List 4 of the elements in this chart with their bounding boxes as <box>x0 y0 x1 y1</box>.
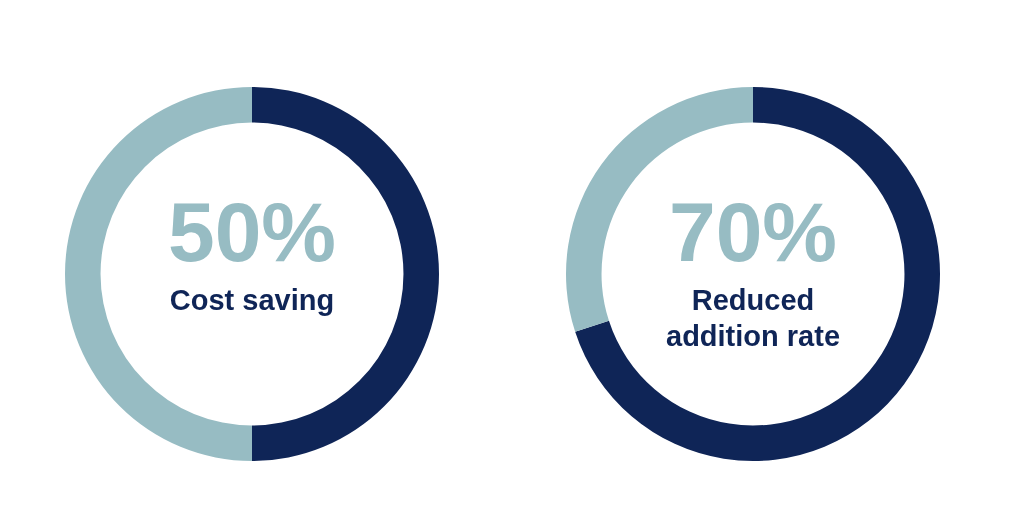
data-label: 70% <box>668 185 838 280</box>
text: Reduced addition rate <box>665 284 841 352</box>
text: Cost saving <box>169 284 335 316</box>
data-label: 50% <box>167 185 337 280</box>
